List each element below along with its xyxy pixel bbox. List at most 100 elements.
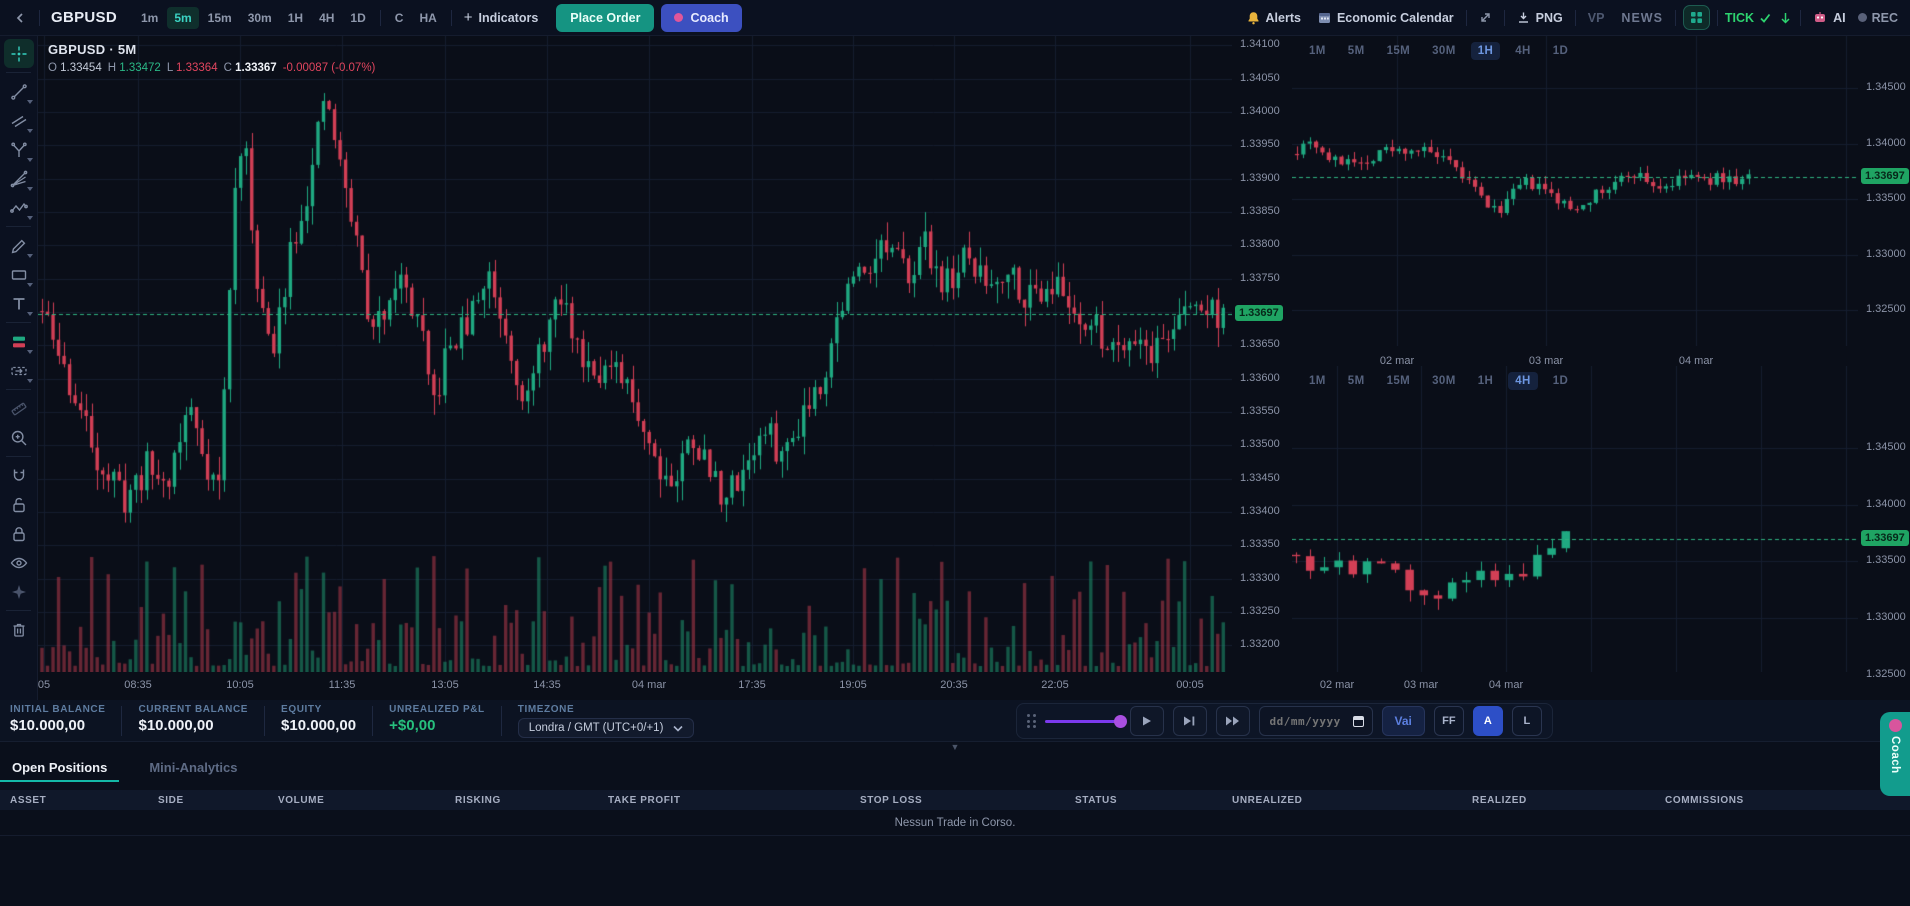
main-price-chart-canvas[interactable]: [38, 36, 1232, 672]
timeframe-30m[interactable]: 30m: [241, 7, 279, 29]
timeframe-15m[interactable]: 15m: [201, 7, 239, 29]
top-toolbar: GBPUSD 1m 5m 15m 30m 1H 4H 1D C HA + Indicators…: [0, 0, 1910, 36]
layout-grid-button[interactable]: [1682, 5, 1710, 30]
magnet-tool[interactable]: [4, 461, 34, 490]
news-button[interactable]: NEWS: [1616, 7, 1668, 29]
coach-button[interactable]: Coach: [661, 3, 742, 32]
tab-open-positions[interactable]: Open Positions: [0, 750, 120, 790]
divider: [39, 9, 40, 26]
mini-timeframe-30m[interactable]: 30M: [1425, 372, 1463, 390]
mini-timeframe-15m[interactable]: 15M: [1380, 372, 1418, 390]
price-axis-label: 1.33750: [1240, 271, 1280, 284]
go-button[interactable]: Vai: [1381, 706, 1425, 736]
chart-legend: GBPUSD · 5M O 1.33454 H 1.33472 L 1.3336…: [48, 42, 375, 74]
main-price-axis[interactable]: 1.34100 1.34050 1.34000 1.33950 1.33900 1.338…: [1234, 36, 1292, 700]
timeframe-1m[interactable]: 1m: [134, 7, 165, 29]
chart-type-c[interactable]: C: [388, 7, 411, 29]
toolbar-divider: [6, 322, 31, 323]
l-mode-button[interactable]: L: [1511, 706, 1542, 736]
column-header-status: STATUS: [1075, 794, 1118, 806]
economic-calendar-button[interactable]: Economic Calendar: [1313, 7, 1459, 29]
lock-tool[interactable]: [4, 519, 34, 548]
back-button[interactable]: [8, 7, 32, 29]
timezone-block: TIMEZONE Londra / GMT (UTC+0/+1): [517, 704, 695, 738]
rectangle-tool[interactable]: [4, 260, 34, 289]
ai-button[interactable]: AI: [1808, 7, 1851, 29]
fib-fan-tool[interactable]: [4, 164, 34, 193]
mini-timeframe-4h[interactable]: 4H: [1508, 42, 1538, 60]
tab-mini-analytics[interactable]: Mini-Analytics: [145, 750, 241, 790]
timeframe-5m[interactable]: 5m: [167, 6, 199, 29]
mini-timeframe-1m[interactable]: 1M: [1302, 372, 1333, 390]
arrow-down-icon: [1780, 12, 1791, 24]
main-time-axis[interactable]: 05 08:35 10:05 11:35 13:05 14:35 04 mar 17:35 19…: [38, 676, 1232, 696]
mini-timeframe-1m[interactable]: 1M: [1302, 42, 1333, 60]
balance-label: INITIAL BALANCE: [10, 704, 106, 715]
eye-tool[interactable]: [4, 548, 34, 577]
trend-line-tool[interactable]: [4, 77, 34, 106]
slider-knob[interactable]: [1113, 714, 1127, 728]
fast-forward-button[interactable]: [1215, 706, 1250, 736]
timeframe-1h[interactable]: 1H: [281, 7, 310, 29]
measure-tool[interactable]: [4, 356, 34, 385]
timezone-select[interactable]: Londra / GMT (UTC+0/+1): [517, 718, 695, 738]
pencil-tool[interactable]: [4, 231, 34, 260]
time-axis-label: 14:35: [533, 679, 561, 691]
mini-price-axis[interactable]: 1.34500 1.34000 1.33500 1.33000 1.32500 1.336…: [1860, 36, 1910, 700]
jump-date-field[interactable]: [1258, 706, 1373, 736]
place-order-button[interactable]: Place Order: [556, 3, 655, 32]
vp-button[interactable]: VP: [1583, 7, 1610, 29]
star-tool[interactable]: [4, 577, 34, 606]
text-tool-tool[interactable]: [4, 289, 34, 318]
mini-timeframe-5m[interactable]: 5M: [1341, 372, 1372, 390]
coach-fab[interactable]: Coach: [1880, 712, 1910, 796]
chart-type-ha[interactable]: HA: [412, 7, 443, 29]
long-short-position-tool[interactable]: [4, 327, 34, 356]
date-input[interactable]: [1267, 713, 1346, 729]
auto-mode-button[interactable]: A: [1472, 706, 1503, 736]
rec-status[interactable]: REC: [1857, 11, 1898, 25]
time-axis-label: 22:05: [1041, 679, 1069, 691]
mini-timeframe-1h[interactable]: 1H: [1471, 372, 1501, 390]
step-forward-button[interactable]: [1172, 706, 1207, 736]
indicators-button[interactable]: + Indicators: [459, 5, 544, 30]
mini-timeframe-1h[interactable]: 1H: [1470, 42, 1501, 60]
time-axis-label: 17:35: [738, 679, 766, 691]
mini-chart-4h-canvas[interactable]: [1292, 366, 1858, 672]
lock-open-tool[interactable]: [4, 490, 34, 519]
mini-timeframe-1d[interactable]: 1D: [1546, 372, 1576, 390]
timeframe-4h[interactable]: 4H: [312, 7, 341, 29]
ff-mode-button[interactable]: FF: [1433, 706, 1464, 736]
trash-tool[interactable]: [4, 615, 34, 644]
mini-chart-1h-canvas[interactable]: [1292, 36, 1858, 346]
price-axis-label: 1.33300: [1240, 571, 1280, 584]
mini-timeframe-15m[interactable]: 15M: [1380, 42, 1418, 60]
crosshair-tool[interactable]: [3, 39, 34, 68]
drag-handle[interactable]: [1027, 714, 1036, 728]
balance-item: EQUITY $10.000,00: [281, 704, 356, 734]
zoom-in-tool[interactable]: [4, 423, 34, 452]
mini-top-timeframe-nav: 1M 5M 15M 30M 1H 4H 1D: [1302, 42, 1575, 60]
mini-timeframe-1d[interactable]: 1D: [1546, 42, 1576, 60]
text-tool-icon: [9, 294, 29, 314]
expand-button[interactable]: [1474, 7, 1497, 28]
speed-slider[interactable]: [1044, 714, 1127, 728]
play-button[interactable]: [1129, 706, 1164, 736]
pitchfork-tool[interactable]: [4, 135, 34, 164]
mini-timeframe-30m[interactable]: 30M: [1425, 42, 1463, 60]
ruler-tool[interactable]: [4, 394, 34, 423]
mini-timeframe-5m[interactable]: 5M: [1341, 42, 1372, 60]
mini-timeframe-4h[interactable]: 4H: [1508, 372, 1538, 390]
scroll-down-button[interactable]: [1778, 8, 1793, 28]
balance-item: INITIAL BALANCE $10.000,00: [10, 704, 105, 734]
eye-icon: [9, 553, 29, 573]
wave-line-tool[interactable]: [4, 193, 34, 222]
timezone-value: Londra / GMT (UTC+0/+1): [528, 722, 664, 734]
parallel-channel-tool[interactable]: [4, 106, 34, 135]
timeframe-1d[interactable]: 1D: [343, 7, 372, 29]
collapse-chevron-icon[interactable]: ▼: [950, 742, 960, 752]
export-png-button[interactable]: PNG: [1512, 7, 1568, 29]
alerts-button[interactable]: Alerts: [1242, 7, 1306, 29]
time-axis-label: 02 mar: [1319, 679, 1355, 691]
tick-status[interactable]: TICK: [1725, 11, 1771, 25]
